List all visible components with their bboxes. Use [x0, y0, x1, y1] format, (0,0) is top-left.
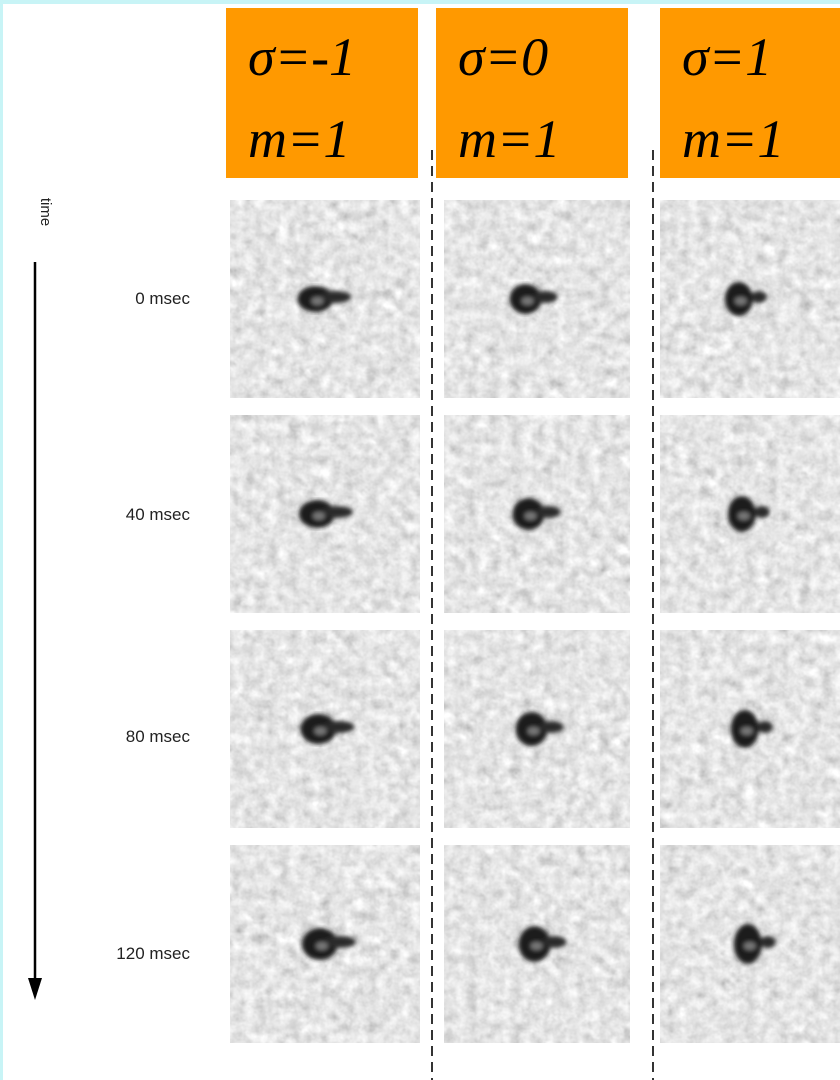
blob	[733, 924, 776, 964]
column-header: σ=0 m=1	[436, 8, 628, 178]
arrow-head	[28, 978, 42, 1000]
sigma-label: σ=-1	[248, 27, 357, 87]
blob	[518, 926, 567, 962]
blob	[727, 496, 770, 532]
row-label: 80 msec	[125, 727, 190, 746]
blob	[724, 282, 767, 316]
m-label: m=1	[458, 109, 561, 169]
column-header: σ=1 m=1	[660, 8, 840, 178]
blob	[509, 284, 558, 314]
row-label: 120 msec	[116, 944, 190, 963]
sigma-label: σ=1	[682, 27, 773, 87]
sigma-label: σ=0	[458, 27, 549, 87]
blob	[301, 928, 356, 960]
blob	[512, 498, 561, 530]
m-label: m=1	[248, 109, 351, 169]
blob	[297, 286, 352, 312]
row-label: 40 msec	[125, 505, 190, 524]
column-header: σ=-1 m=1	[226, 8, 418, 178]
image-grid	[230, 200, 840, 1043]
blob	[515, 712, 564, 746]
row-label: 0 msec	[135, 289, 190, 308]
blob	[298, 500, 353, 528]
blob	[730, 710, 773, 748]
blob	[300, 714, 355, 744]
m-label: m=1	[682, 109, 785, 169]
axis-label: time	[37, 198, 54, 226]
